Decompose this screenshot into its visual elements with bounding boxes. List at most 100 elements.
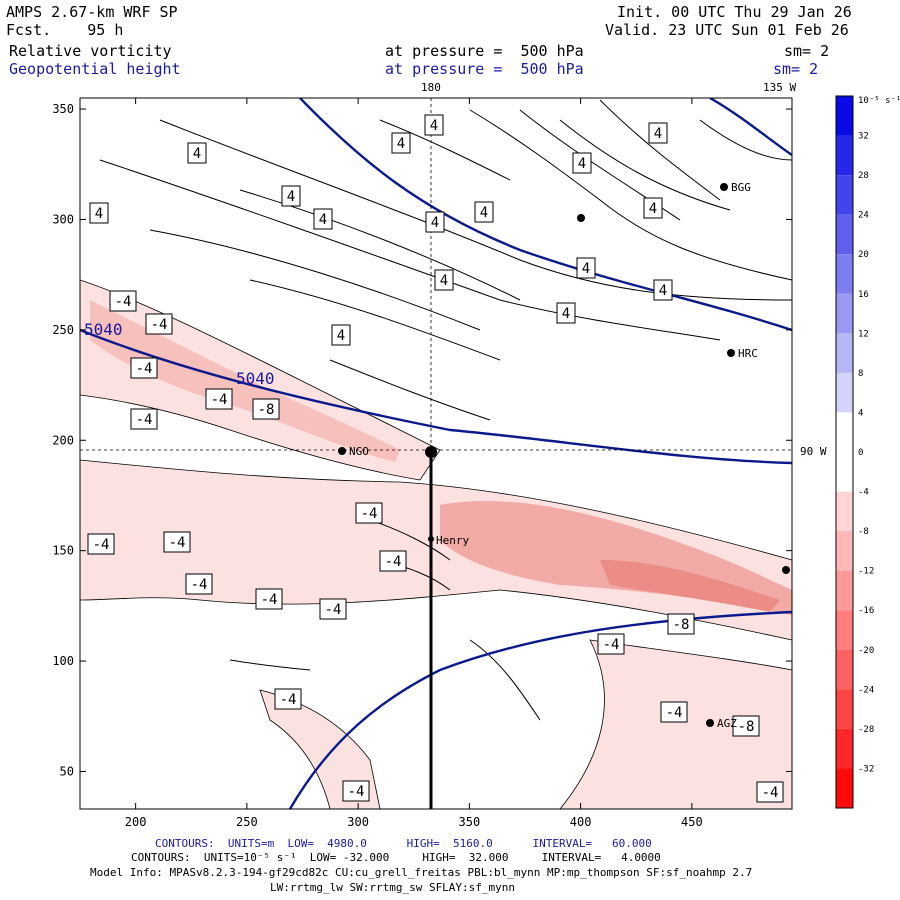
field1-name: Relative vorticity — [9, 42, 172, 60]
station-ngo-dot — [338, 447, 346, 455]
svg-text:-4: -4 — [136, 412, 153, 428]
colorbar-tick-label: -4 — [858, 488, 869, 498]
colorbar-tick-label: 4 — [858, 408, 863, 418]
y-tick-label: 100 — [52, 654, 74, 668]
svg-text:4: 4 — [337, 328, 345, 344]
station-label-hrc: HRC — [738, 347, 758, 360]
contour-label-neg: -4 — [756, 781, 784, 803]
svg-text:4: 4 — [431, 215, 439, 231]
height-contour-info: CONTOURS: UNITS=m LOW= 4980.0 HIGH= 5160… — [155, 837, 652, 850]
contour-label-neg: -4 — [163, 531, 191, 553]
colorbar: 32 28 24 20 16 12 8 4 0 -4 -8 -12 -16 -20 -24 -28 -32 — [835, 95, 874, 809]
station-markers — [338, 183, 790, 727]
height-label: 5040 — [236, 369, 275, 388]
svg-text:-4: -4 — [169, 535, 186, 551]
svg-text:4: 4 — [95, 206, 103, 222]
contour-label-pos: 4 — [425, 211, 445, 233]
contour-label-neg: -8 — [732, 715, 760, 737]
contour-label-neg: -4 — [597, 633, 625, 655]
svg-text:-4: -4 — [385, 554, 402, 570]
svg-text:-4: -4 — [361, 506, 378, 522]
contour-label-pos: 4 — [648, 122, 668, 144]
plot-frame — [79, 97, 793, 810]
contour-label-neg: -4 — [109, 290, 137, 312]
field2-name: Geopotential height — [9, 60, 181, 78]
station-label-henry: Henry — [436, 534, 469, 547]
colorbar-swatch — [836, 293, 853, 334]
valid-time: Valid. 23 UTC Sun 01 Feb 26 — [605, 21, 849, 39]
contour-label-neg: -4 — [379, 550, 407, 572]
colorbar-tick-label: -20 — [858, 646, 874, 656]
y-tick-label: 150 — [52, 544, 74, 558]
contour-label-pos: 4 — [572, 152, 592, 174]
y-tick-label: 300 — [52, 212, 74, 226]
colorbar-swatch — [836, 333, 853, 373]
svg-text:-4: -4 — [211, 392, 228, 408]
contour-label-pos: 4 — [643, 197, 663, 219]
contour-label-pos: 4 — [281, 185, 301, 207]
colorbar-swatch — [836, 649, 853, 690]
station-label-agz: AGZ — [717, 717, 737, 730]
colorbar-swatch — [836, 135, 853, 176]
contour-label-neg: -4 — [274, 688, 302, 710]
contour-label-pos: 4 — [576, 257, 596, 279]
station-dot — [577, 214, 585, 222]
contour-label-pos: 4 — [331, 324, 351, 346]
svg-text:4: 4 — [578, 156, 586, 172]
svg-text:-4: -4 — [191, 577, 208, 593]
contour-label-neg: -4 — [342, 780, 370, 802]
contour-label-neg: -4 — [130, 408, 158, 430]
physics-info: LW:rrtmg_lw SW:rrtmg_sw SFLAY:sf_mynn — [270, 881, 516, 894]
station-hrc-dot — [727, 349, 735, 357]
contour-label-neg: -4 — [660, 701, 688, 723]
contour-label-pos: 4 — [474, 201, 494, 223]
colorbar-tick-label: 28 — [858, 171, 869, 181]
station-edge-dot — [782, 566, 790, 574]
contour-label-pos: 4 — [434, 269, 454, 291]
colorbar-tick-label: 24 — [858, 211, 869, 221]
contour-label-pos: 4 — [313, 208, 333, 230]
height-contours — [80, 98, 792, 809]
svg-text:-4: -4 — [136, 361, 153, 377]
colorbar-swatch — [836, 254, 853, 294]
contour-label-neg: -4 — [87, 533, 115, 555]
forecast-hour: Fcst. 95 h — [6, 21, 124, 39]
contour-label-neg: -4 — [145, 313, 173, 335]
colorbar-swatch — [836, 491, 853, 532]
contour-label-pos: 4 — [424, 114, 444, 136]
colorbar-tick-label: -24 — [858, 685, 874, 695]
contour-label-neg: -8 — [667, 613, 695, 635]
colorbar-swatch — [836, 96, 853, 136]
colorbar-swatch — [836, 689, 853, 729]
contour-label-pos: 4 — [89, 202, 109, 224]
colorbar-swatch — [836, 175, 853, 215]
station-labels: BGG HRC NGO Henry AGZ — [349, 181, 758, 730]
y-axis: 50 100 150 200 250 300 350 — [52, 102, 792, 778]
svg-text:4: 4 — [562, 306, 570, 322]
svg-text:4: 4 — [193, 146, 201, 162]
svg-text:-8: -8 — [258, 402, 275, 418]
contour-label-pos: 4 — [556, 302, 576, 324]
svg-text:-4: -4 — [325, 602, 342, 618]
station-henry-dot — [428, 536, 434, 542]
meridian-90w-label: 90 W — [800, 445, 827, 458]
contour-label-neg: -4 — [319, 598, 347, 620]
neg-band-lower-right — [559, 639, 792, 809]
y-tick-label: 350 — [52, 102, 74, 116]
colorbar-tick-label: 32 — [858, 132, 869, 142]
svg-text:4: 4 — [649, 201, 657, 217]
svg-text:-4: -4 — [115, 294, 132, 310]
contour-label-pos: 4 — [187, 142, 207, 164]
y-tick-label: 50 — [60, 764, 74, 778]
colorbar-tick-label: 12 — [858, 329, 869, 339]
contour-label-pos: 4 — [391, 132, 411, 154]
svg-text:4: 4 — [654, 126, 662, 142]
colorbar-swatch — [836, 214, 853, 255]
svg-text:4: 4 — [287, 189, 295, 205]
field2-pressure: at pressure = 500 hPa — [385, 60, 584, 78]
svg-text:-4: -4 — [151, 317, 168, 333]
init-time: Init. 00 UTC Thu 29 Jan 26 — [617, 3, 852, 21]
colorbar-tick-label: -12 — [858, 567, 874, 577]
model-info: Model Info: MPASv8.2.3-194-gf29cd82c CU:… — [90, 866, 753, 879]
